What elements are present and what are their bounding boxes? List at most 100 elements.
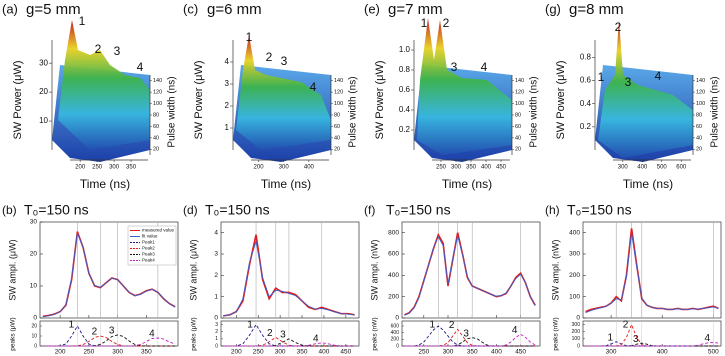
legend-label: Peak1 [142,240,155,245]
peak-label: 2 [267,328,273,339]
y-tick-label: 10 [31,333,37,339]
legend-label: Peak4 [142,258,155,263]
peak-label: 4 [149,329,155,340]
y-tick-label: 200 [391,337,400,343]
peak-label: 3 [280,329,286,340]
y-tick-label: 3 [215,322,218,328]
z-tick-label: 140 [515,78,524,84]
z-tick-label: 20 [334,147,340,153]
z-tick-label: 40 [334,135,340,141]
y-tick-label: 0.8 [399,65,411,74]
y-tick-label: 200 [388,293,399,300]
peak-line [585,341,719,347]
z-tick-label: 80 [334,112,340,118]
y-axis-label: SW Power (μW) [374,60,386,139]
y-axis-label: SW Power (μW) [555,60,567,139]
z-tick-label: 80 [515,112,521,118]
x-tick-label: 300 [109,165,120,171]
y-axis-label: SW ampl. (μW) [7,239,17,300]
panel-label: (e) [364,1,380,16]
y-tick-label: 0.4 [580,99,592,108]
y-axis-label: SW ampl. (μW) [188,239,198,300]
z-tick-label: 20 [515,147,521,153]
x-tick-label: 200 [55,349,66,356]
z-tick-label: 100 [153,101,162,107]
x-tick-label: 400 [637,165,648,171]
panel-title: T₀=150 ns [24,202,89,218]
x-axis-label: Time (ns) [80,177,130,191]
z-tick-label: 140 [334,78,343,84]
peak-label: 3 [633,334,639,345]
x-tick-label: 250 [436,165,447,171]
y-tick-label: 100 [569,293,580,300]
z-axis-label: Pulse width (ns) [710,76,721,147]
x-tick-label: 500 [657,165,668,171]
z-tick-label: 60 [515,124,521,130]
peak-label: 3 [114,44,121,58]
peak-label: 1 [247,320,253,331]
x-axis-label: Time (ns) [261,177,311,191]
y-tick-label: 1 [215,336,218,342]
legend-label: fit value [142,234,158,239]
y-tick-label: 30 [39,58,48,67]
y-tick-label: 3 [214,251,218,258]
panel-title: T₀=150 ns [567,202,632,218]
x-tick-label: 450 [496,165,507,171]
y-tick-label: 600 [388,251,399,258]
z-tick-label: 80 [153,112,159,118]
panel: (a) g=5 mm 10 20 30 200 250 300 350 20 40 60 80 100 12… [2,1,178,191]
y-tick-label: 2 [215,329,218,335]
x-tick-label: 300 [112,349,123,356]
x-tick-label: 200 [254,165,265,171]
y-tick-label: 1 [225,123,230,132]
legend-box [127,225,177,266]
peak-label: 2 [623,320,629,331]
x-tick-label: 350 [141,349,152,356]
x-tick-label: 200 [231,349,242,356]
z-tick-label: 20 [153,147,159,153]
z-tick-label: 40 [515,135,521,141]
y-tick-label: 1 [214,293,218,300]
z-tick-label: 120 [515,90,524,96]
peak-label: 1 [430,320,436,331]
y-tick-label: 200 [572,329,581,335]
y-axis-label: peaks (nW) [553,317,560,350]
x-tick-label: 600 [676,165,687,171]
y-axis-label: SW ampl. (nW) [550,239,560,300]
x-tick-label: 250 [418,349,429,356]
x-tick-label: 250 [83,349,94,356]
panel-title: g=8 mm [569,1,624,18]
y-tick-label: 0 [33,315,37,322]
series-line [585,232,719,314]
peak-label: 1 [79,14,86,28]
y-tick-label: 0.2 [580,122,592,131]
x-tick-label: 350 [126,165,137,171]
legend-label: Peak3 [142,252,155,257]
y-tick-label: 1.0 [399,45,411,54]
peak-label: 2 [443,16,450,30]
peak-label: 4 [705,333,711,344]
x-tick-label: 250 [92,165,103,171]
surface [236,35,331,150]
peak-label: 3 [463,328,469,339]
panel-title: g=5 mm [26,1,81,18]
z-tick-label: 120 [696,90,705,96]
x-tick-label: 400 [657,349,668,356]
x-tick-label: 400 [491,349,502,356]
panel-label: (h) [545,203,560,217]
y-axis-label: SW Power (μW) [12,60,24,139]
peak-label: 4 [137,60,144,74]
plot-frame [582,320,722,347]
y-tick-label: 2 [225,101,230,110]
y-tick-label: 0 [215,343,218,349]
peak-label: 2 [449,320,455,331]
z-tick-label: 100 [515,101,524,107]
z-tick-label: 100 [696,101,705,107]
peak-label: 1 [246,30,253,44]
x-axis-label: Time (ns) [623,177,673,191]
z-tick-label: 20 [696,147,702,153]
